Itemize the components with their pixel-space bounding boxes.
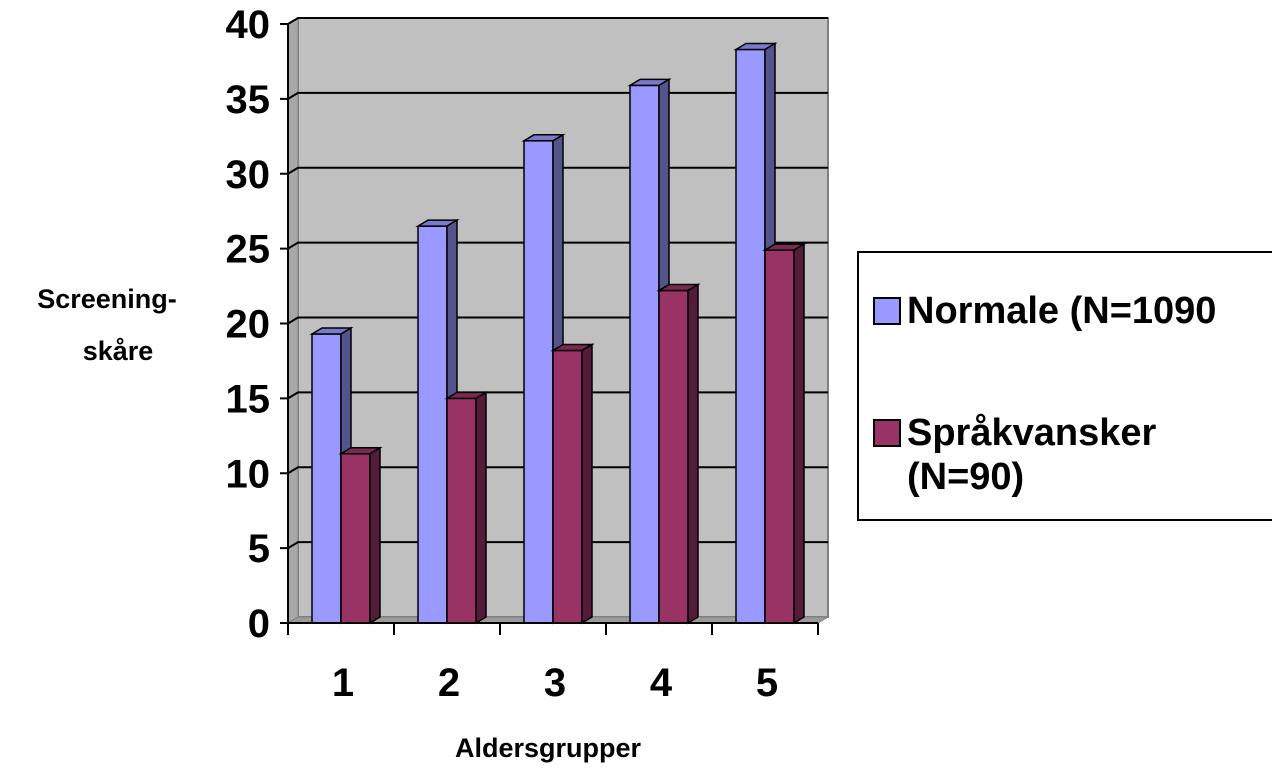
axes-layer: [280, 23, 819, 635]
gridline: [287, 17, 828, 25]
y-tick-label: 0: [248, 602, 270, 646]
legend: Normale (N=1090 Språkvansker (N=90): [857, 251, 1272, 521]
y-tick-label: 20: [226, 303, 271, 347]
bar: [417, 225, 448, 624]
legend-entry-normale: Normale (N=1090: [873, 289, 1216, 333]
bar: [446, 397, 477, 624]
legend-swatch-normale: [873, 297, 901, 325]
bar: [735, 48, 766, 624]
y-axis-title-line-1: Screening-: [37, 284, 177, 314]
y-tick-label: 15: [226, 377, 271, 421]
bar: [629, 84, 660, 624]
tick-labels-layer: 0 5 10 15 20 25 30 35 40 1 2 3 4 5: [226, 3, 779, 705]
y-tick-label: 30: [226, 153, 271, 197]
bar-group: [656, 283, 701, 625]
y-tick-label: 35: [226, 78, 271, 122]
bar: [658, 289, 689, 624]
y-tick-label: 10: [226, 452, 271, 496]
bar: [764, 249, 795, 624]
bar-group: [444, 391, 489, 625]
bars-layer: [309, 42, 807, 625]
legend-label-sprakvansker: Språkvansker (N=90): [907, 412, 1157, 498]
y-tick-label: 5: [248, 527, 270, 571]
bar: [523, 140, 554, 624]
bar: [311, 333, 342, 624]
bar: [340, 453, 371, 624]
x-tick-label: 4: [650, 661, 673, 705]
bar-side: [793, 242, 805, 625]
x-tick-label: 5: [756, 661, 778, 705]
bar: [552, 349, 583, 624]
y-tick-label: 25: [226, 228, 271, 272]
x-tick-label: 3: [544, 661, 566, 705]
bar-side: [581, 343, 593, 625]
x-axis-title: Aldersgrupper: [455, 733, 642, 763]
bar-group: [338, 446, 383, 625]
bar-group: [550, 343, 595, 625]
y-axis-title-line-2: skåre: [83, 336, 154, 366]
legend-swatch-sprakvansker: [873, 419, 901, 447]
y-tick-label: 40: [226, 3, 271, 47]
bar-side: [369, 446, 381, 625]
legend-label-normale: Normale (N=1090: [907, 290, 1217, 332]
x-tick-label: 2: [438, 661, 460, 705]
x-tick-label: 1: [332, 661, 354, 705]
bar-side: [687, 283, 699, 625]
legend-entry-sprakvansker: Språkvansker (N=90): [873, 411, 1156, 499]
bar-group: [762, 242, 807, 625]
bar-side: [475, 391, 487, 625]
